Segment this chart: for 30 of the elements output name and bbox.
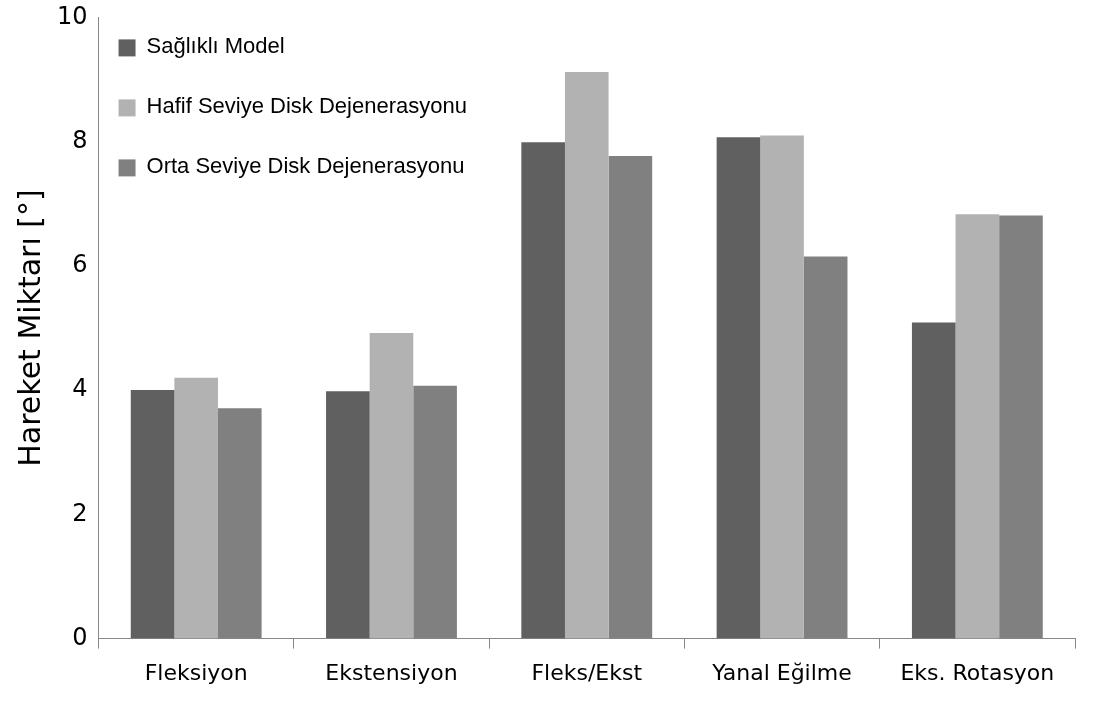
bar (716, 137, 761, 639)
x-tick-label: Eks. Rotasyon (900, 659, 1055, 685)
bar (911, 322, 956, 639)
bar (326, 391, 370, 639)
legend-label: Sağlıklı Model (146, 33, 285, 59)
bar (217, 408, 262, 639)
y-tick-label: 0 (72, 622, 88, 651)
x-tick-label: Fleksiyon (144, 659, 248, 685)
bar (955, 214, 1000, 639)
legend-label: Hafif Seviye Disk Dejenerasyonu (146, 93, 467, 119)
bar (760, 135, 804, 639)
y-tick-label: 6 (72, 250, 88, 279)
bar (413, 385, 457, 639)
y-tick-label: 2 (72, 498, 88, 527)
bar (130, 390, 175, 639)
x-tick-label: Ekstensiyon (325, 659, 458, 685)
bar (564, 72, 609, 639)
y-tick-label: 8 (72, 125, 88, 154)
y-axis-title: Hareket Miktarı [°] (11, 189, 47, 467)
x-tick-label: Yanal Eğilme (711, 659, 852, 685)
bar (521, 142, 565, 639)
bar (174, 377, 218, 639)
bar (608, 155, 653, 639)
bar (369, 332, 414, 639)
bar (803, 256, 848, 639)
legend-label: Orta Seviye Disk Dejenerasyonu (146, 153, 465, 179)
y-tick-label: 4 (72, 374, 88, 403)
y-tick-label: 10 (56, 1, 88, 30)
bar (999, 215, 1043, 639)
x-tick-label: Fleks/Ekst (531, 659, 643, 685)
